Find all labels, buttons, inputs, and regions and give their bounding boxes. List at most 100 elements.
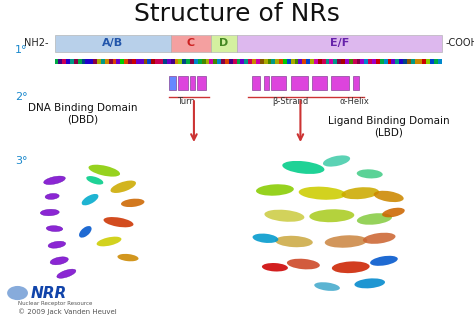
- Ellipse shape: [370, 256, 398, 266]
- Bar: [272, 59, 275, 64]
- Bar: [233, 59, 237, 64]
- Bar: [151, 59, 155, 64]
- Ellipse shape: [332, 261, 370, 273]
- Ellipse shape: [57, 269, 76, 278]
- Bar: [70, 59, 74, 64]
- Text: © 2009 Jack Vanden Heuvel: © 2009 Jack Vanden Heuvel: [18, 308, 116, 315]
- Bar: [260, 59, 264, 64]
- Ellipse shape: [283, 161, 324, 174]
- Bar: [287, 59, 291, 64]
- Ellipse shape: [253, 233, 278, 243]
- Bar: [136, 59, 140, 64]
- Bar: [291, 59, 295, 64]
- Text: 2°: 2°: [15, 91, 27, 102]
- Bar: [206, 59, 210, 64]
- Bar: [267, 59, 272, 64]
- Ellipse shape: [314, 282, 340, 291]
- Bar: [341, 59, 345, 64]
- Bar: [178, 76, 188, 90]
- Ellipse shape: [357, 213, 392, 225]
- Ellipse shape: [97, 237, 121, 246]
- Bar: [415, 59, 419, 64]
- Ellipse shape: [89, 165, 120, 176]
- Bar: [82, 59, 85, 64]
- Bar: [78, 59, 82, 64]
- Bar: [120, 59, 124, 64]
- Bar: [331, 76, 349, 90]
- Ellipse shape: [118, 254, 138, 261]
- Bar: [264, 76, 269, 90]
- Bar: [383, 59, 388, 64]
- Bar: [62, 59, 66, 64]
- Ellipse shape: [86, 176, 103, 185]
- Bar: [430, 59, 434, 64]
- Text: D: D: [219, 38, 228, 48]
- Bar: [58, 59, 62, 64]
- Bar: [299, 59, 302, 64]
- Bar: [190, 59, 194, 64]
- Bar: [244, 59, 248, 64]
- Bar: [194, 59, 198, 64]
- Ellipse shape: [374, 191, 404, 202]
- Bar: [434, 59, 438, 64]
- Bar: [353, 59, 356, 64]
- Text: 1°: 1°: [15, 45, 27, 55]
- Bar: [101, 59, 105, 64]
- Ellipse shape: [341, 187, 379, 199]
- Bar: [240, 59, 244, 64]
- Text: A/B: A/B: [102, 38, 123, 48]
- Bar: [388, 59, 392, 64]
- Ellipse shape: [82, 194, 99, 205]
- Bar: [372, 59, 376, 64]
- Bar: [155, 59, 159, 64]
- Bar: [237, 59, 240, 64]
- Bar: [171, 59, 174, 64]
- Bar: [422, 59, 426, 64]
- Bar: [252, 76, 260, 90]
- Bar: [90, 59, 93, 64]
- Bar: [318, 59, 322, 64]
- Bar: [169, 76, 176, 90]
- Bar: [438, 59, 442, 64]
- Bar: [272, 76, 286, 90]
- Bar: [55, 35, 171, 52]
- Text: β-Strand: β-Strand: [273, 97, 309, 106]
- Bar: [368, 59, 372, 64]
- Bar: [167, 59, 171, 64]
- Bar: [302, 59, 306, 64]
- Bar: [291, 76, 308, 90]
- Text: NH2-: NH2-: [24, 38, 49, 48]
- Bar: [399, 59, 403, 64]
- Bar: [295, 59, 299, 64]
- Text: NRR: NRR: [31, 286, 67, 300]
- Bar: [201, 59, 206, 64]
- Bar: [190, 76, 195, 90]
- Bar: [113, 59, 117, 64]
- Bar: [55, 59, 58, 64]
- Bar: [283, 59, 287, 64]
- Text: Turn: Turn: [177, 97, 195, 106]
- Bar: [105, 59, 109, 64]
- Ellipse shape: [110, 181, 136, 193]
- Ellipse shape: [44, 176, 65, 185]
- Ellipse shape: [287, 259, 320, 270]
- Text: E/F: E/F: [329, 38, 349, 48]
- Bar: [407, 59, 411, 64]
- Bar: [159, 59, 163, 64]
- Bar: [186, 59, 190, 64]
- Bar: [337, 59, 341, 64]
- Ellipse shape: [45, 194, 59, 199]
- Ellipse shape: [363, 233, 395, 244]
- Ellipse shape: [40, 209, 59, 216]
- Bar: [380, 59, 383, 64]
- Text: C: C: [187, 38, 195, 48]
- Ellipse shape: [103, 217, 134, 227]
- Circle shape: [7, 286, 28, 300]
- Bar: [197, 76, 206, 90]
- Bar: [329, 59, 333, 64]
- Ellipse shape: [382, 208, 405, 217]
- Bar: [229, 59, 233, 64]
- Bar: [248, 59, 252, 64]
- Bar: [395, 59, 399, 64]
- Ellipse shape: [79, 226, 91, 238]
